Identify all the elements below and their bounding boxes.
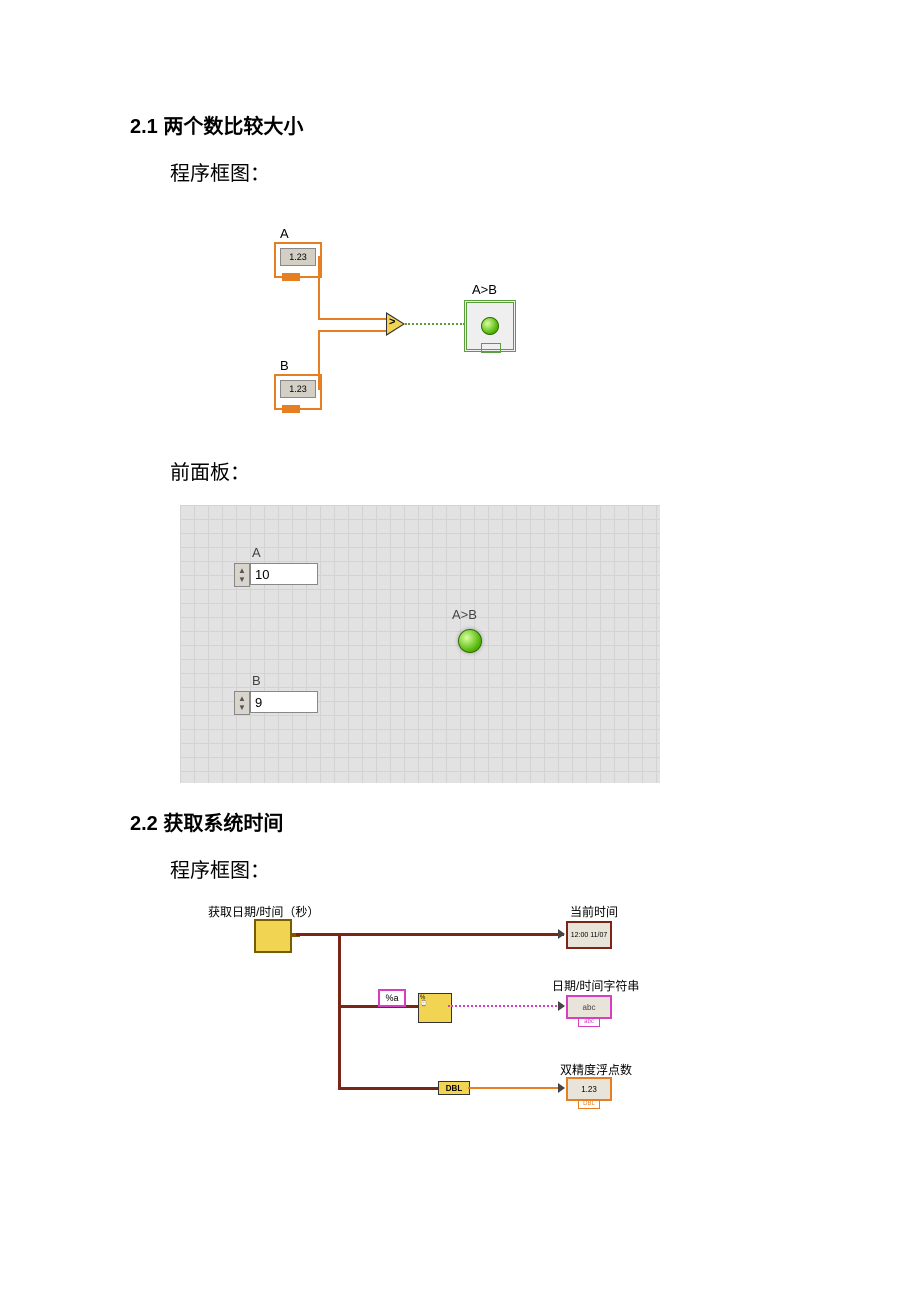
front-panel: A ▲▼ 10 B ▲▼ 9 A>B xyxy=(180,505,660,783)
get-datetime-node xyxy=(254,919,292,953)
fp-label-out: A>B xyxy=(452,607,477,622)
spinner-b[interactable]: ▲▼ xyxy=(234,691,250,715)
src-label: 获取日期/时间（秒） xyxy=(208,903,319,920)
timestamp-indicator: 12:00 11/07 xyxy=(566,921,612,949)
numeric-a-value[interactable]: 10 xyxy=(250,563,318,585)
out3-label: 双精度浮点数 xyxy=(560,1061,632,1078)
control-node-b: 1.23 xyxy=(274,374,322,410)
format-datetime-node: %⌚ xyxy=(418,993,452,1023)
sub-block-diagram-2: 程序框图： xyxy=(170,854,790,883)
heading-2-1: 2.1 两个数比较大小 xyxy=(130,110,790,139)
sub-block-diagram-1: 程序框图： xyxy=(170,157,790,186)
dbl-tag: DBL xyxy=(578,1099,600,1109)
abc-tag: abc xyxy=(578,1017,600,1027)
heading-2-2: 2.2 获取系统时间 xyxy=(130,807,790,836)
out1-label: 当前时间 xyxy=(570,903,618,920)
label-a: A xyxy=(280,226,289,241)
sub-front-panel: 前面板： xyxy=(170,456,790,485)
tf-tag xyxy=(481,343,501,353)
label-b: B xyxy=(280,358,289,373)
fp-label-b: B xyxy=(252,673,261,688)
fp-led xyxy=(458,629,482,653)
spinner-a[interactable]: ▲▼ xyxy=(234,563,250,587)
dbl-indicator: 1.23 xyxy=(566,1077,612,1101)
block-diagram-2: 获取日期/时间（秒） 当前时间 12:00 11/07 %a %⌚ 日期/时间字… xyxy=(200,903,640,1133)
fp-label-a: A xyxy=(252,545,261,560)
led-icon xyxy=(481,317,499,335)
control-a-value: 1.23 xyxy=(280,248,316,266)
to-dbl-node: DBL xyxy=(438,1081,470,1095)
block-diagram-1: A 1.23 B 1.23 > A>B xyxy=(180,226,520,426)
dbl-tag-b xyxy=(282,405,300,413)
numeric-b-value[interactable]: 9 xyxy=(250,691,318,713)
numeric-control-a[interactable]: ▲▼ 10 xyxy=(234,563,318,585)
control-b-value: 1.23 xyxy=(280,380,316,398)
format-const: %a xyxy=(378,989,406,1007)
label-out: A>B xyxy=(472,282,497,297)
out2-label: 日期/时间字符串 xyxy=(552,977,639,994)
string-indicator: abc xyxy=(566,995,612,1019)
numeric-control-b[interactable]: ▲▼ 9 xyxy=(234,691,318,713)
control-node-a: 1.23 xyxy=(274,242,322,278)
boolean-indicator xyxy=(464,300,516,352)
dbl-tag-a xyxy=(282,273,300,281)
comparator-op: > xyxy=(389,316,395,328)
